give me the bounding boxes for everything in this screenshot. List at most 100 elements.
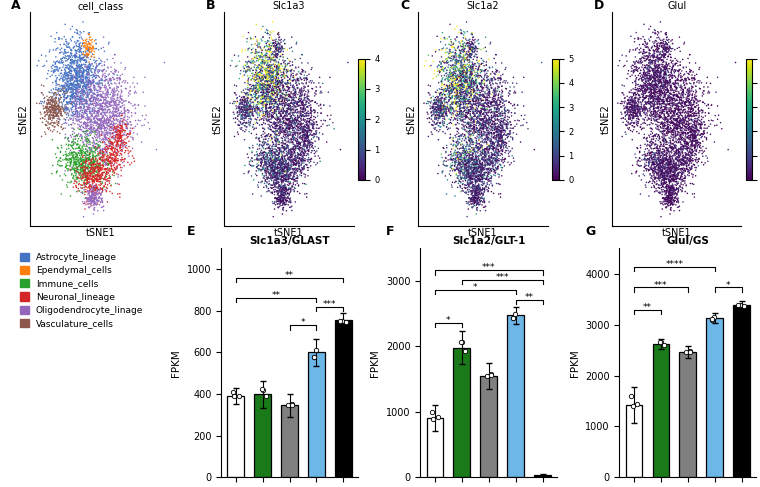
- Point: [68, 92, 81, 100]
- Point: [493, 156, 505, 164]
- Point: [451, 75, 463, 83]
- Point: [457, 155, 469, 163]
- Point: [473, 108, 486, 116]
- Point: [638, 89, 651, 97]
- Point: [255, 142, 268, 150]
- Point: [500, 77, 512, 85]
- Point: [71, 107, 83, 114]
- Point: [469, 169, 481, 176]
- Point: [660, 75, 673, 82]
- Point: [472, 119, 484, 127]
- Point: [264, 101, 276, 109]
- Point: [277, 191, 289, 199]
- Point: [91, 110, 103, 117]
- Point: [245, 105, 257, 113]
- Point: [664, 169, 676, 177]
- Point: [655, 179, 667, 187]
- Point: [90, 163, 102, 170]
- Point: [464, 158, 476, 166]
- Point: [64, 162, 76, 170]
- Point: [246, 105, 258, 113]
- Point: [72, 144, 84, 152]
- Point: [445, 57, 457, 65]
- Point: [467, 194, 480, 202]
- Point: [52, 105, 65, 113]
- Point: [258, 94, 270, 102]
- Point: [271, 146, 283, 154]
- Point: [301, 124, 313, 132]
- Point: [77, 169, 89, 177]
- Point: [234, 100, 246, 108]
- Point: [650, 86, 662, 94]
- Point: [624, 73, 636, 80]
- Point: [467, 29, 479, 37]
- Point: [467, 167, 479, 175]
- Point: [438, 103, 450, 111]
- Point: [670, 172, 682, 180]
- Point: [505, 121, 517, 129]
- Point: [301, 112, 313, 120]
- Point: [287, 161, 299, 169]
- Point: [663, 164, 675, 172]
- Point: [246, 55, 258, 63]
- Point: [682, 156, 695, 164]
- Point: [660, 155, 672, 163]
- Point: [70, 157, 82, 165]
- Point: [299, 137, 311, 145]
- Point: [276, 184, 288, 191]
- Point: [104, 150, 116, 158]
- Point: [689, 122, 701, 130]
- Point: [281, 161, 293, 169]
- Point: [494, 135, 506, 143]
- Point: [670, 150, 682, 158]
- Point: [73, 143, 85, 150]
- Point: [62, 86, 74, 94]
- Point: [467, 194, 479, 202]
- Point: [501, 139, 513, 147]
- Point: [495, 97, 507, 105]
- Point: [276, 79, 288, 87]
- Point: [645, 116, 657, 124]
- Point: [91, 156, 103, 164]
- Point: [467, 31, 479, 39]
- Point: [445, 82, 457, 90]
- Point: [89, 160, 101, 168]
- Point: [74, 108, 86, 115]
- Point: [85, 126, 97, 133]
- Point: [112, 142, 125, 150]
- Point: [492, 76, 505, 84]
- Point: [75, 90, 87, 97]
- Point: [662, 91, 674, 99]
- Point: [448, 44, 461, 52]
- Point: [264, 131, 277, 139]
- Point: [275, 38, 287, 46]
- Point: [464, 198, 476, 206]
- Point: [660, 179, 673, 187]
- Point: [269, 56, 281, 64]
- Point: [476, 189, 488, 197]
- Point: [84, 94, 97, 102]
- Point: [690, 112, 702, 119]
- Point: [105, 79, 117, 87]
- Point: [659, 163, 671, 170]
- Point: [253, 65, 265, 73]
- Point: [271, 83, 283, 91]
- Point: [687, 100, 699, 108]
- Point: [695, 112, 708, 120]
- Point: [473, 79, 486, 87]
- Point: [663, 104, 675, 112]
- Point: [679, 159, 692, 167]
- Point: [454, 104, 466, 112]
- Point: [96, 67, 108, 75]
- Point: [261, 107, 274, 114]
- Point: [284, 116, 296, 124]
- Point: [653, 173, 665, 181]
- Point: [651, 85, 663, 93]
- Point: [476, 193, 488, 201]
- Point: [255, 70, 268, 77]
- Point: [263, 169, 275, 177]
- Point: [658, 173, 670, 181]
- Point: [456, 338, 468, 346]
- Point: [470, 173, 483, 181]
- Point: [695, 117, 707, 125]
